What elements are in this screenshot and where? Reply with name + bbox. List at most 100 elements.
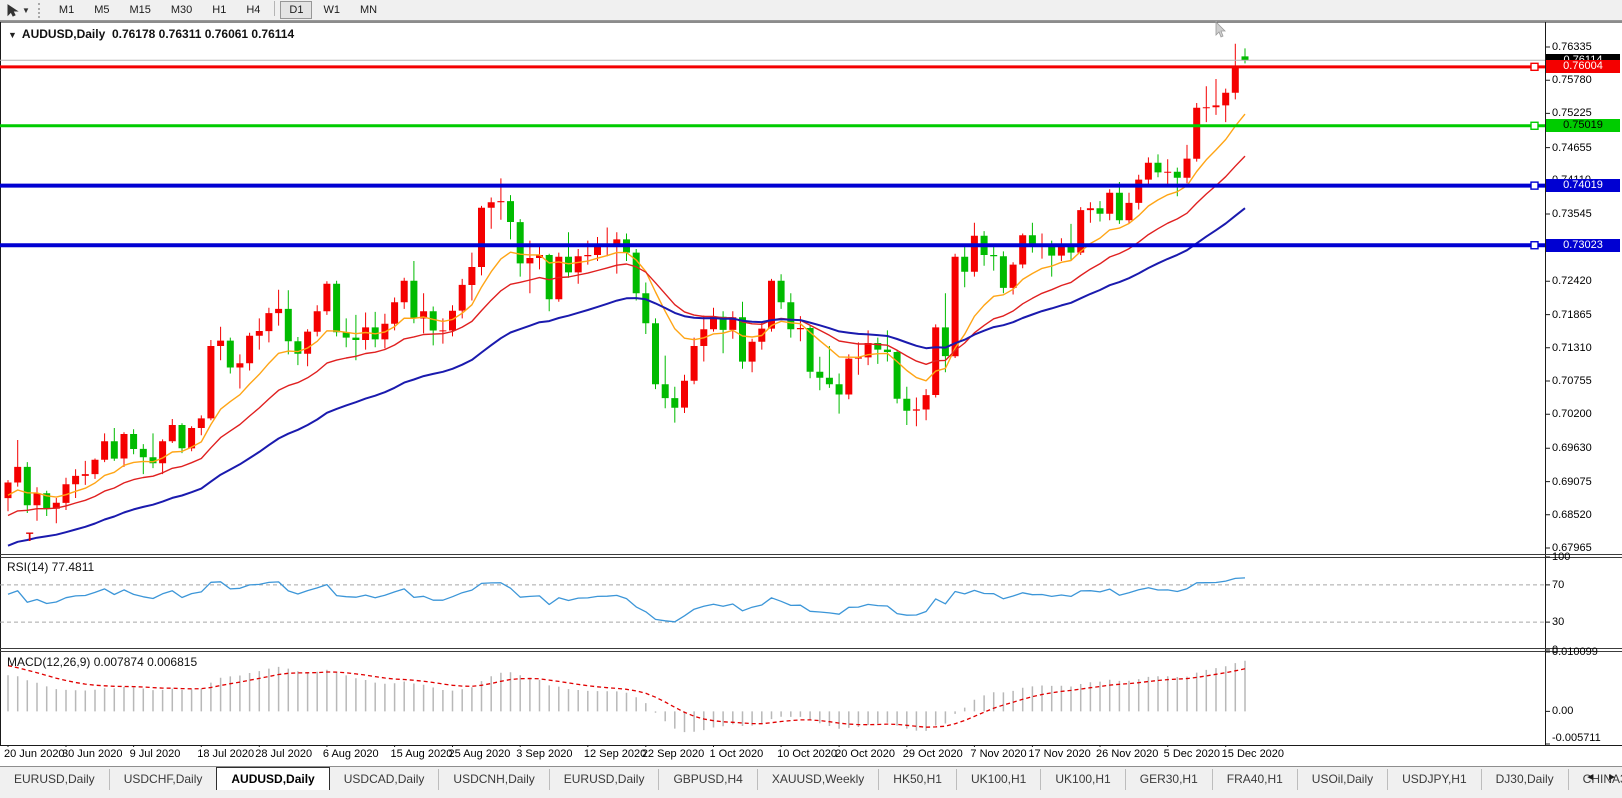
symbol-period-label: AUDUSD,Daily [21, 27, 106, 41]
chart-tab-gbpusd-h4[interactable]: GBPUSD,H4 [658, 769, 756, 790]
date-tick-label: 28 Jul 2020 [255, 748, 313, 760]
price-line-badge-0.73023[interactable]: 0.73023 [1546, 238, 1620, 252]
chart-tab-china300-h1[interactable]: CHINA300,H1 [1567, 769, 1622, 790]
line-handle-0.76004[interactable] [1530, 62, 1539, 72]
timeframe-button-mn[interactable]: MN [359, 4, 378, 16]
chart-tab-xauusd-weekly[interactable]: XAUUSD,Weekly [756, 769, 878, 790]
timeframe-button-d1[interactable]: D1 [280, 1, 313, 19]
timeframe-button-h1[interactable]: H1 [212, 4, 227, 16]
macd-histogram [7, 660, 1246, 733]
up-candle-bodies [4, 65, 1239, 509]
price-tick-label: 0.69630 [1552, 442, 1592, 455]
price-tick-label: 0.76335 [1552, 41, 1592, 53]
chart-tab-dj30-daily[interactable]: DJ30,Daily [1480, 769, 1568, 790]
date-tick-label: 15 Dec 2020 [1221, 748, 1285, 760]
date-tick-label: 17 Nov 2020 [1028, 748, 1091, 760]
price-tick-label: 0.71310 [1552, 341, 1592, 354]
price-tick-label: 0.68520 [1552, 508, 1592, 521]
line-handle-0.75019[interactable] [1530, 121, 1539, 130]
macd-scale-label: -0.005711 [1552, 732, 1601, 744]
chart-tab-usdjpy-h1[interactable]: USDJPY,H1 [1387, 769, 1480, 790]
timeframe-button-m1[interactable]: M1 [58, 4, 75, 16]
macd-indicator-label: MACD(12,26,9) 0.007874 0.006815 [7, 655, 198, 669]
price-line-badge-0.74019[interactable]: 0.74019 [1546, 179, 1620, 193]
timeframe-toolbar: ▼ M1 M5 M15 M30 H1 H4 D1 W1 MN [0, 0, 1622, 21]
toolbar-grip[interactable] [37, 2, 43, 18]
ma-slow-line [7, 207, 1246, 547]
price-tick-label: 0.73545 [1552, 208, 1592, 220]
chart-tab-ger30-h1[interactable]: GER30,H1 [1124, 769, 1212, 790]
chart-tab-eurusd-daily[interactable]: EURUSD,Daily [14, 772, 95, 786]
timeframe-button-m5[interactable]: M5 [94, 4, 110, 16]
chevron-down-icon[interactable]: ▼ [22, 5, 30, 15]
text-marker-t[interactable]: T [26, 530, 34, 544]
mouse-cursor [1215, 21, 1226, 38]
tab-scroll-left-icon[interactable]: ◄ [1585, 772, 1596, 783]
tab-scrollers: ◄ ► [1582, 770, 1620, 785]
macd-signal-line [7, 664, 1246, 728]
date-tick-label: 30 Jun 2020 [61, 748, 123, 760]
price-tick-label: 0.69075 [1552, 475, 1592, 488]
date-tick-label: 15 Aug 2020 [390, 748, 453, 760]
price-tick-label: 0.72420 [1552, 275, 1592, 288]
rsi-scale-label: 30 [1552, 616, 1565, 629]
timeframe-buttons: M1 M5 M15 M30 H1 H4 D1 W1 MN [49, 1, 387, 19]
timeframe-button-m30[interactable]: M30 [170, 4, 193, 16]
line-handle-0.74019[interactable] [1530, 181, 1539, 190]
date-tick-label: 6 Aug 2020 [322, 748, 379, 760]
rsi-scale-label: 100 [1552, 551, 1571, 563]
price-line-badge-0.75019[interactable]: 0.75019 [1546, 119, 1620, 133]
chart-tab-audusd-daily[interactable]: AUDUSD,Daily [216, 767, 330, 790]
chart-tab-uk100-h1[interactable]: UK100,H1 [955, 769, 1040, 790]
price-tick-label: 0.75225 [1552, 107, 1592, 120]
date-tick-label: 7 Nov 2020 [970, 748, 1027, 760]
timeframe-button-h4[interactable]: H4 [246, 4, 261, 16]
macd-scale-label: 0.00 [1552, 705, 1574, 718]
chart-tab-uk100-h1[interactable]: UK100,H1 [1040, 769, 1124, 790]
collapse-arrow-icon[interactable]: ▼ [8, 30, 17, 40]
ohlc-values: 0.76178 0.76311 0.76061 0.76114 [111, 27, 295, 41]
price-tick-label: 0.75780 [1552, 74, 1592, 87]
date-tick-label: 20 Jun 2020 [4, 748, 65, 760]
ma-mid-line [7, 155, 1246, 517]
date-tick-label: 10 Oct 2020 [777, 748, 838, 760]
price-tick-label: 0.70200 [1552, 408, 1592, 421]
timeframe-button-m15[interactable]: M15 [129, 4, 151, 16]
date-tick-label: 1 Oct 2020 [709, 748, 764, 760]
chart-tab-usdcad-daily[interactable]: USDCAD,Daily [343, 772, 425, 786]
pointer-tool-button[interactable]: ▼ [0, 3, 36, 17]
line-handle-0.73023[interactable] [1530, 241, 1539, 250]
rsi-indicator-label: RSI(14) 77.4811 [7, 560, 95, 574]
chart-tab-usoil-daily[interactable]: USOil,Daily [1296, 769, 1387, 790]
chart-canvas[interactable] [0, 21, 1622, 747]
date-tick-label: 9 Jul 2020 [129, 748, 181, 760]
price-line-badge-0.76004[interactable]: 0.76004 [1546, 60, 1620, 74]
price-tick-label: 0.67965 [1552, 542, 1592, 554]
chart-tabs: EURUSD,Daily USDCHF,Daily AUDUSD,Daily USDC… [0, 767, 1622, 790]
date-tick-label: 22 Sep 2020 [641, 748, 705, 760]
rsi-scale-label: 0 [1552, 644, 1559, 656]
date-tick-label: 29 Oct 2020 [902, 748, 963, 760]
chart-window: ▼ AUDUSD,Daily 0.76178 0.76311 0.76061 0.… [0, 21, 1622, 760]
date-tick-label: 20 Oct 2020 [835, 748, 896, 760]
down-candle-bodies [23, 56, 1249, 509]
date-tick-label: 12 Sep 2020 [583, 748, 647, 760]
chart-tab-fra40-h1[interactable]: FRA40,H1 [1211, 769, 1297, 790]
price-tick-label: 0.71865 [1552, 308, 1592, 321]
chart-tab-bar: EURUSD,Daily USDCHF,Daily AUDUSD,Daily USDC… [0, 766, 1622, 798]
chart-tab-usdcnh-daily[interactable]: USDCNH,Daily [438, 769, 548, 790]
tab-scroll-right-icon[interactable]: ► [1607, 772, 1617, 783]
rsi-scale-label: 70 [1552, 578, 1565, 591]
macd-scale-label: 0.010099 [1552, 646, 1598, 658]
chart-tab-hk50-h1[interactable]: HK50,H1 [878, 769, 956, 790]
price-tick-label: 0.74655 [1552, 141, 1592, 154]
up-candle-wicks [7, 43, 1236, 524]
chart-tab-usdchf-daily[interactable]: USDCHF,Daily [108, 769, 217, 790]
date-tick-label: 25 Aug 2020 [448, 748, 511, 760]
timeframe-button-w1[interactable]: W1 [323, 4, 340, 16]
ma-fast-line [7, 113, 1246, 498]
date-tick-label: 18 Jul 2020 [197, 748, 255, 760]
date-tick-label: 3 Sep 2020 [516, 748, 573, 760]
chart-tab-eurusd-daily[interactable]: EURUSD,Daily [548, 769, 659, 790]
